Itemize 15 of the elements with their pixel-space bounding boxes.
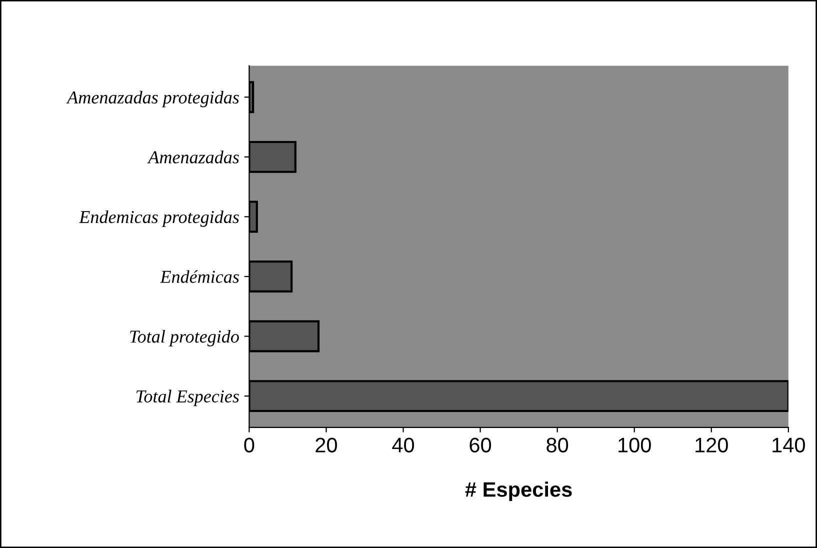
y-tick-label: Total protegido: [130, 330, 239, 346]
x-axis-title: # Especies: [465, 482, 572, 502]
x-tick-label: 80: [546, 438, 568, 452]
x-tick-label: 60: [470, 438, 492, 452]
y-tick-label: Endemicas protegidas: [78, 210, 239, 227]
x-tick-label: 0: [244, 438, 254, 452]
y-tick-label: Endémicas: [160, 270, 239, 283]
x-tick-label: 100: [618, 438, 651, 452]
y-tick-label: Total Especies: [136, 390, 239, 406]
x-tick-label: 40: [392, 438, 414, 452]
x-tick-label: 20: [316, 438, 337, 452]
y-tick-label: Amenazadas protegidas: [66, 90, 239, 108]
x-tick-label: 120: [696, 438, 728, 452]
y-tick-label: Amenazadas: [147, 150, 239, 164]
x-tick-label: 140: [772, 438, 805, 452]
